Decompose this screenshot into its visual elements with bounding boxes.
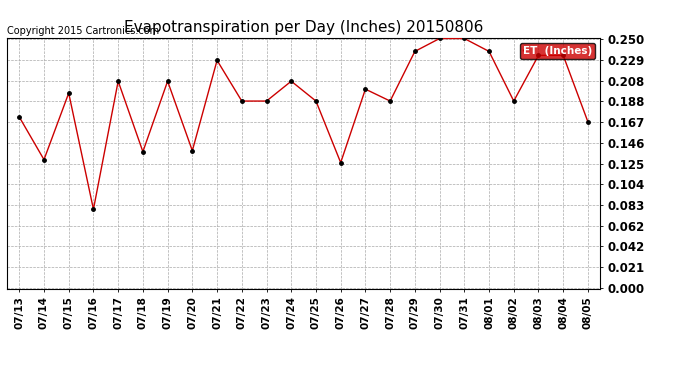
- Text: Copyright 2015 Cartronics.com: Copyright 2015 Cartronics.com: [7, 26, 159, 36]
- Legend: ET  (Inches): ET (Inches): [520, 43, 595, 59]
- Title: Evapotranspiration per Day (Inches) 20150806: Evapotranspiration per Day (Inches) 2015…: [124, 20, 483, 35]
